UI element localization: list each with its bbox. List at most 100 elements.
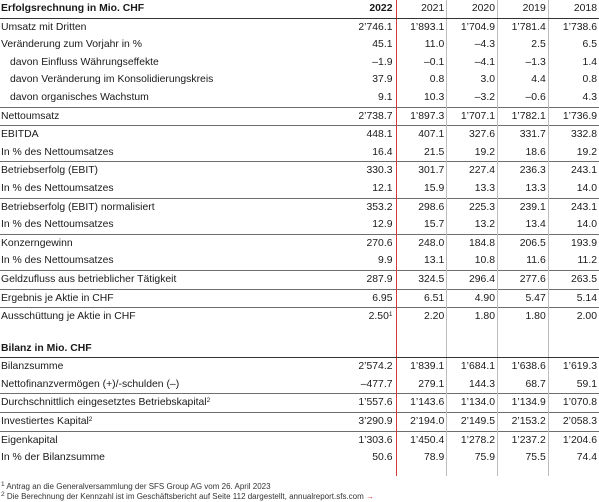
footnote-2: 2 Die Berechnung der Kennzahl ist im Ges…: [1, 490, 375, 502]
value-text: 1’619.3: [562, 361, 597, 373]
value-cell: 248.0: [395, 233, 447, 253]
value-text: 4.90: [474, 292, 495, 304]
spacer-cell: [497, 325, 549, 340]
value-cell: –1.3: [497, 53, 549, 72]
year-header-2: 2020: [446, 0, 498, 19]
value-cell: 4.90: [446, 288, 498, 308]
table-row: In % des Nettoumsatzes 12.1 15.9 13.3 13.3 14…: [0, 179, 599, 199]
table-row: davon Einfluss Währungseffekte –1.9 –0.1 –4…: [0, 53, 599, 72]
value-cell: 59.1: [547, 375, 599, 394]
spacer-cell: [547, 466, 599, 476]
value-cell: 9.9: [343, 252, 397, 271]
value-text: 9.9: [378, 255, 393, 267]
value-text: 13.3: [474, 182, 495, 194]
financial-overview-table: Erfolgsrechnung in Mio. CHF 2022 2021 2020 2…: [0, 0, 599, 476]
value-cell: 45.1: [343, 36, 397, 54]
value-cell: –4.3: [446, 36, 498, 54]
income-title: Erfolgsrechnung in Mio. CHF: [0, 0, 343, 19]
spacer-cell: [395, 325, 447, 340]
value-cell: 74.4: [547, 449, 599, 467]
value-text: 13.1: [424, 255, 445, 267]
value-cell: 1’450.4: [395, 430, 447, 450]
value-text: 5.47: [525, 292, 546, 304]
value-text: 10.3: [424, 91, 445, 103]
value-cell: 1’237.2: [497, 430, 549, 450]
value-text: 330.3: [366, 165, 393, 177]
value-cell: 11.6: [497, 252, 549, 271]
row-label-text: Durchschnittlich eingesetztes Betriebska…: [1, 397, 207, 409]
value-text: 327.6: [468, 129, 495, 141]
value-text: 1’781.4: [511, 21, 546, 33]
value-text: 301.7: [418, 165, 445, 177]
value-text: 11.2: [577, 255, 597, 267]
value-text: 15.9: [424, 182, 445, 194]
value-cell: 236.3: [497, 161, 549, 180]
row-label: Geldzufluss aus betrieblicher Tätigkeit: [0, 269, 343, 289]
arrow-right-icon[interactable]: →: [366, 491, 375, 501]
table-row: Betriebserfolg (EBIT) normalisiert 353.2 2…: [0, 197, 599, 217]
footnote-number: 2: [1, 490, 5, 498]
value-text: 225.3: [468, 201, 495, 213]
value-cell: 19.2: [446, 143, 498, 162]
value-text: 0.8: [429, 74, 445, 86]
row-label: davon Einfluss Währungseffekte: [0, 54, 343, 72]
value-cell: 75.5: [497, 449, 549, 467]
row-label-text: In % der Bilanzsumme: [1, 452, 105, 464]
year-header-4: 2018: [547, 0, 599, 19]
row-label: Umsatz mit Dritten: [0, 18, 343, 36]
value-cell: 9.1: [343, 88, 397, 108]
value-text: 270.6: [366, 237, 393, 249]
value-text: 68.7: [525, 378, 546, 390]
table-row: Eigenkapital 1’303.6 1’450.4 1’278.2 1’237.2…: [0, 430, 599, 450]
row-label-text: Konzerngewinn: [1, 237, 73, 249]
row-label: In % der Bilanzsumme: [0, 449, 343, 467]
value-cell: 1’738.6: [547, 18, 599, 37]
row-label: In % des Nettoumsatzes: [0, 180, 343, 198]
value-text: 263.5: [570, 273, 597, 285]
value-cell: 1’134.9: [497, 393, 549, 413]
value-cell: 13.4: [497, 216, 549, 235]
table-row: In % des Nettoumsatzes 9.9 13.1 10.8 11.6 11.…: [0, 252, 599, 271]
value-text: 1.80: [474, 311, 495, 323]
value-text: 6.5: [582, 39, 597, 51]
value-cell: 2’058.3: [547, 412, 599, 432]
value-text: 10.8: [474, 255, 495, 267]
spacer-row: [0, 325, 599, 340]
row-label: Nettofinanzvermögen (+)/-schulden (–): [0, 376, 343, 394]
value-cell: 144.3: [446, 375, 498, 394]
table-row: davon organisches Wachstum 9.1 10.3 –3.2 –0.…: [0, 88, 599, 108]
row-label-text: Bilanzsumme: [1, 361, 64, 373]
value-text: 6.51: [424, 292, 445, 304]
value-cell: 14.0: [547, 179, 599, 199]
value-text: 13.3: [525, 182, 546, 194]
value-text: 14.0: [576, 182, 597, 194]
value-text: 1’134.9: [511, 397, 546, 409]
row-label-text: Nettoumsatz: [1, 110, 60, 122]
value-cell: 1’897.3: [395, 106, 447, 126]
value-text: 144.3: [468, 378, 495, 390]
value-cell: 11.2: [547, 252, 599, 271]
balance-header-row: Bilanz in Mio. CHF: [0, 339, 599, 359]
spacer-row: [0, 466, 599, 476]
value-text: –1.9: [372, 56, 393, 68]
value-text: 50.6: [372, 452, 393, 464]
footnote-number: 1: [1, 480, 5, 488]
value-cell: –0.1: [395, 53, 447, 72]
value-text: 1.4: [582, 56, 597, 68]
value-cell: 1’782.1: [497, 106, 549, 126]
value-text: 5.14: [576, 292, 597, 304]
value-text: 287.9: [366, 273, 393, 285]
value-cell: 4.4: [497, 71, 549, 89]
value-cell: 75.9: [446, 449, 498, 467]
spacer-cell: [343, 466, 397, 476]
row-label: Konzerngewinn: [0, 233, 343, 253]
value-cell: 0.8: [395, 71, 447, 89]
value-text: 78.9: [424, 452, 445, 464]
value-text: 298.6: [418, 201, 445, 213]
year-header-3: [497, 339, 549, 359]
value-cell: 2.00: [547, 307, 599, 326]
value-cell: 1’839.1: [395, 357, 447, 376]
year-header-2: [446, 339, 498, 359]
row-label-text: In % des Nettoumsatzes: [1, 255, 114, 267]
value-cell: 19.2: [547, 143, 599, 162]
